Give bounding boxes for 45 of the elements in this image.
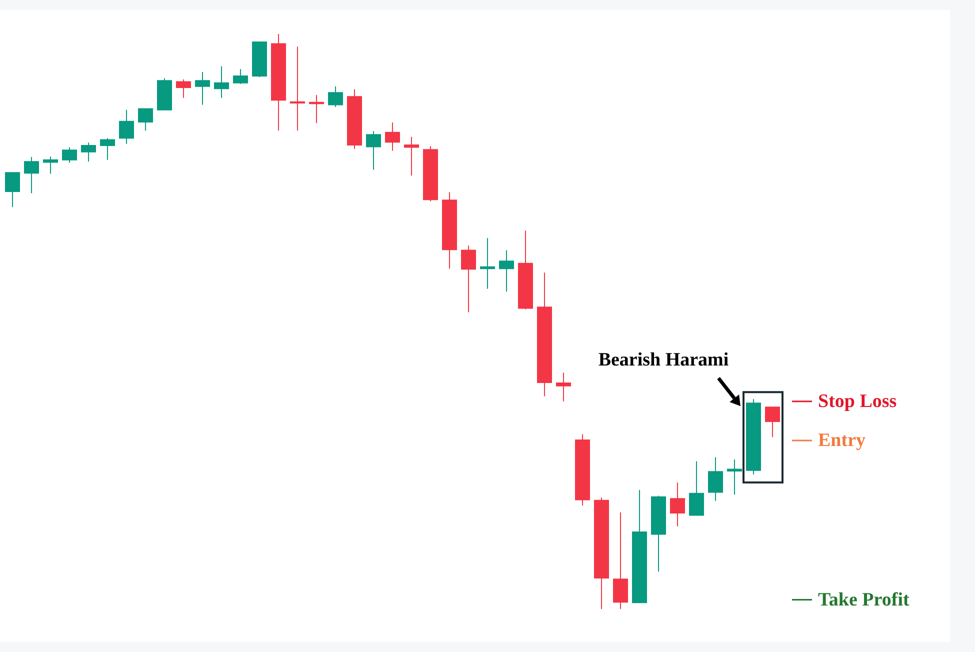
candlestick (62, 146, 77, 164)
candlestick (461, 245, 476, 313)
candlestick (670, 482, 685, 527)
candlestick (347, 88, 362, 150)
candlestick (81, 142, 96, 162)
candlestick (176, 78, 191, 98)
candlestick (746, 398, 761, 475)
candlestick (518, 230, 533, 310)
candlestick (765, 406, 780, 438)
candlestick (252, 42, 267, 78)
candlestick (157, 78, 172, 110)
candlestick (328, 86, 343, 108)
candlestick (24, 156, 39, 194)
candlestick (613, 512, 628, 610)
candlestick (575, 434, 590, 506)
candlestick (404, 136, 419, 176)
candlestick (423, 146, 438, 202)
candlestick (651, 495, 666, 572)
annotation: Bearish Harami (598, 350, 729, 371)
candlestick (499, 250, 514, 292)
candlestick (290, 46, 305, 132)
candlestick (271, 34, 286, 132)
candlestick (689, 460, 704, 516)
candlestick (214, 66, 229, 98)
candlestick (594, 496, 609, 610)
candlestick (138, 108, 153, 132)
candlestick (195, 71, 210, 106)
candlestick (233, 68, 248, 85)
candlestick (100, 138, 115, 160)
candlestick (480, 238, 495, 290)
ref-line-label: Take Profit (818, 589, 910, 610)
ref-line-label: Stop Loss (818, 390, 897, 412)
candlestick (708, 456, 723, 502)
candlestick (5, 172, 20, 208)
candlestick (442, 192, 457, 270)
candlestick (727, 459, 742, 496)
candlestick (385, 122, 400, 152)
ref-line-label: Entry (818, 430, 866, 452)
candlestick (43, 156, 58, 174)
candlestick (119, 109, 134, 144)
candlestick (537, 272, 552, 397)
candlestick (366, 130, 381, 170)
candlestick (632, 489, 647, 604)
candlestick (309, 94, 324, 124)
candlestick (556, 372, 571, 402)
